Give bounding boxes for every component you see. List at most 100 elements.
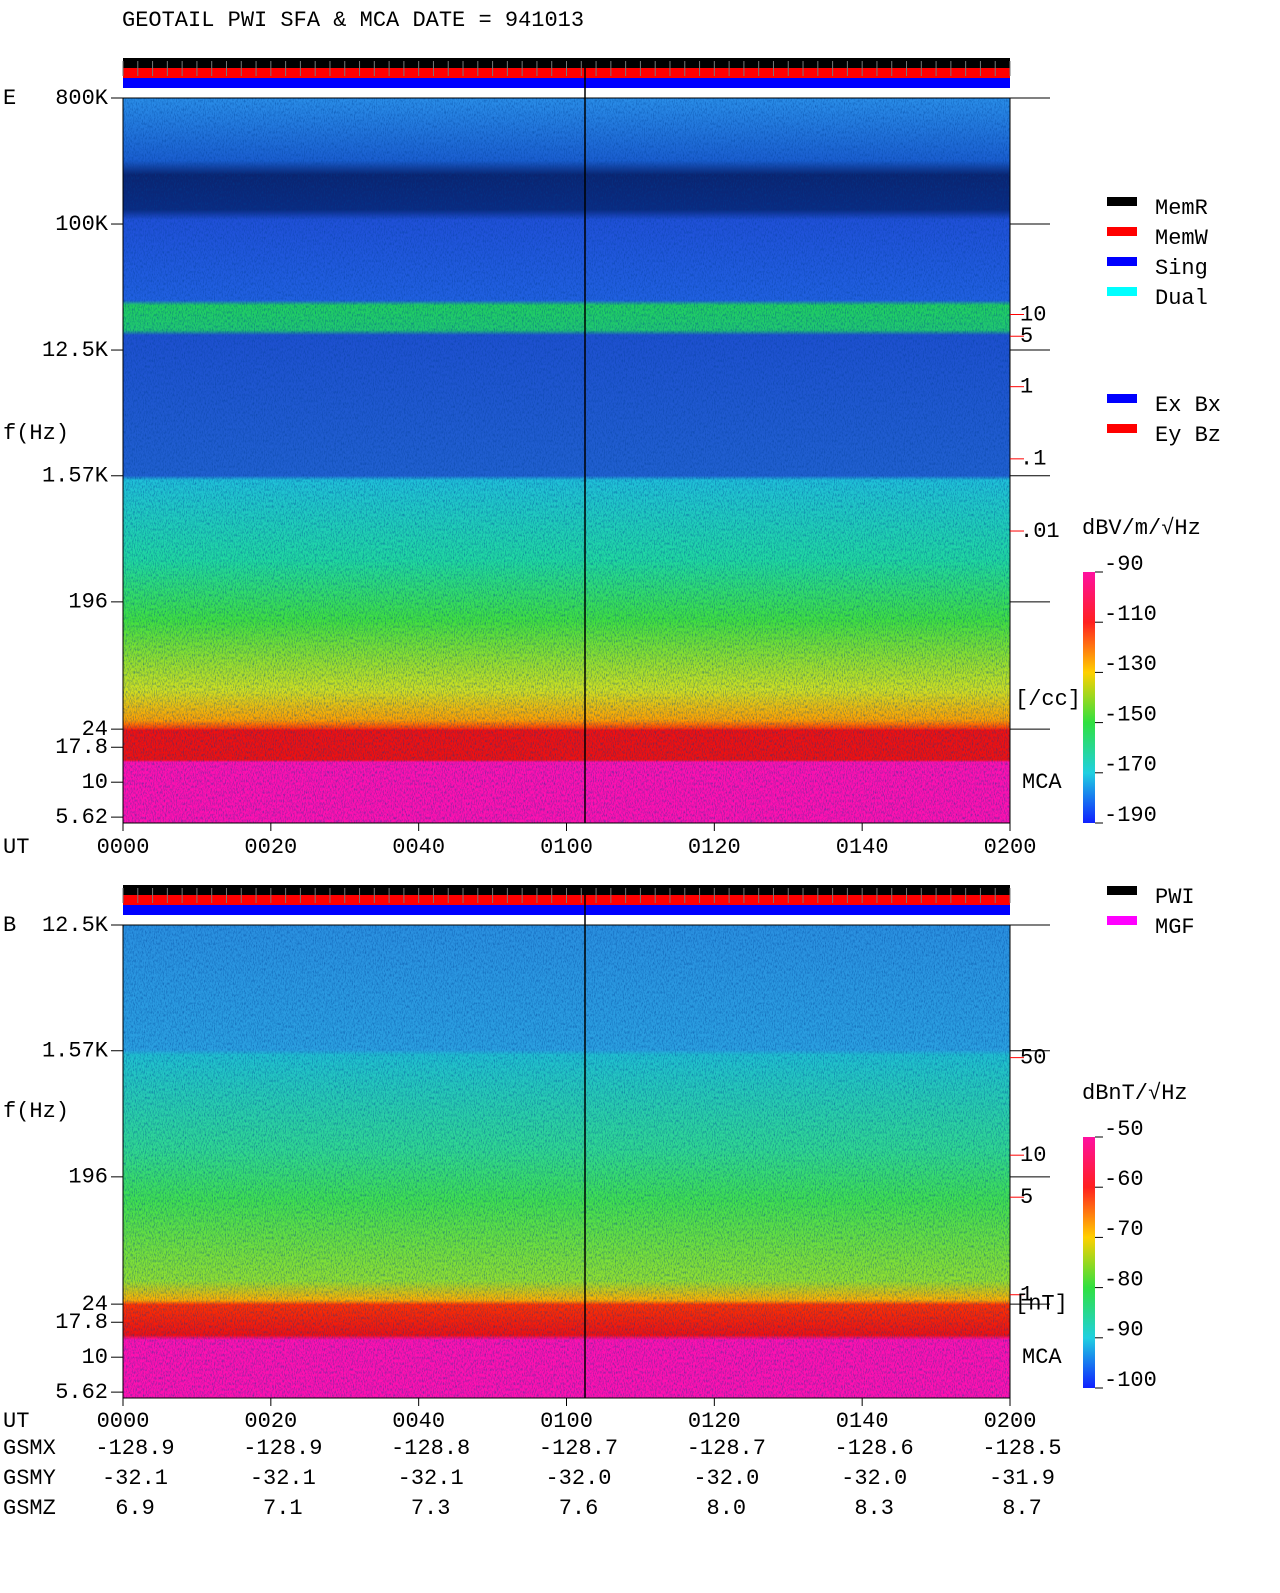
orbit-label: GSMY <box>3 1466 56 1491</box>
colorbar-tick-label: -90 <box>1104 1318 1144 1343</box>
x-tick-label: 0020 <box>244 835 297 860</box>
colorbar-tick-label: -70 <box>1104 1217 1144 1242</box>
y2-tick-label: 1 <box>1020 1283 1033 1308</box>
orbit-label: GSMZ <box>3 1496 56 1521</box>
x-tick-label: 0020 <box>244 1409 297 1434</box>
band-label: MCA <box>1022 1345 1062 1370</box>
orbit-value: -32.1 <box>250 1466 316 1491</box>
y2-tick-label: 5 <box>1020 1185 1033 1210</box>
y2-tick-label: 10 <box>1020 302 1046 327</box>
orbit-value: 7.1 <box>263 1496 303 1521</box>
legend-swatch <box>1107 287 1137 296</box>
legend-label: MGF <box>1155 915 1195 940</box>
orbit-value: -32.1 <box>398 1466 464 1491</box>
legend-swatch <box>1107 886 1137 895</box>
y2-tick-label: .1 <box>1020 447 1046 472</box>
x-axis-label: UT <box>3 1409 29 1434</box>
y-tick-label: 12.5K <box>42 338 109 363</box>
orbit-value: 8.0 <box>707 1496 747 1521</box>
y-tick-label: 10 <box>82 1345 108 1370</box>
y-tick-label: 5.62 <box>55 1380 108 1405</box>
orbit-value: -128.7 <box>687 1436 766 1461</box>
y2-tick-label: .01 <box>1020 519 1060 544</box>
orbit-value: 6.9 <box>115 1496 155 1521</box>
orbit-value: 7.3 <box>411 1496 451 1521</box>
legend-swatch <box>1107 257 1137 266</box>
colorbar-tick-label: -50 <box>1104 1117 1144 1142</box>
y-axis-label: f(Hz) <box>3 1099 69 1124</box>
y-tick-label: 100K <box>55 212 109 237</box>
y-tick-label: 24 <box>82 717 108 742</box>
legend-swatch <box>1107 424 1137 433</box>
y-tick-label: 10 <box>82 770 108 795</box>
x-axis-label: UT <box>3 835 29 860</box>
title: GEOTAIL PWI SFA & MCA DATE = 941013 <box>122 8 584 33</box>
legend-label: Sing <box>1155 256 1208 281</box>
legend-label: MemR <box>1155 196 1208 221</box>
orbit-value: -128.5 <box>982 1436 1061 1461</box>
y-tick-label: 1.57K <box>42 1039 109 1064</box>
band-label: MCA <box>1022 770 1062 795</box>
legend-swatch <box>1107 394 1137 403</box>
y2-axis-label: [/cc] <box>1015 687 1081 712</box>
legend-label: Ex Bx <box>1155 393 1221 418</box>
orbit-value: -32.0 <box>841 1466 907 1491</box>
x-tick-label: 0000 <box>97 835 150 860</box>
colorbar-tick-label: -100 <box>1104 1368 1157 1393</box>
legend-label: Dual <box>1155 286 1208 311</box>
orbit-value: -32.1 <box>102 1466 168 1491</box>
spectrogram-noise <box>123 98 1010 823</box>
x-tick-label: 0100 <box>540 835 593 860</box>
y2-tick-label: 10 <box>1020 1143 1046 1168</box>
legend-label: Ey Bz <box>1155 423 1221 448</box>
orbit-value: -128.7 <box>539 1436 618 1461</box>
y-tick-label: 5.62 <box>55 805 108 830</box>
y-tick-label: 17.8 <box>55 1310 108 1335</box>
y-tick-label: 17.8 <box>55 735 108 760</box>
y-tick-label: 196 <box>68 1165 108 1190</box>
x-tick-label: 0200 <box>984 1409 1037 1434</box>
colorbar-tick-label: -150 <box>1104 702 1157 727</box>
orbit-value: 7.6 <box>559 1496 599 1521</box>
y-tick-label: 24 <box>82 1292 108 1317</box>
y-tick-label: 12.5K <box>42 913 109 938</box>
orbit-value: -31.9 <box>989 1466 1055 1491</box>
status-bar <box>123 78 1010 88</box>
x-tick-label: 0040 <box>392 1409 445 1434</box>
colorbar-tick-label: -190 <box>1104 803 1157 828</box>
y-axis-label: f(Hz) <box>3 421 69 446</box>
colorbar <box>1083 572 1095 823</box>
y2-tick-label: 5 <box>1020 324 1033 349</box>
orbit-value: -128.9 <box>95 1436 174 1461</box>
y2-axis-label: [nT] <box>1015 1292 1068 1317</box>
x-tick-label: 0140 <box>836 835 889 860</box>
y-tick-label: 1.57K <box>42 464 109 489</box>
legend-swatch <box>1107 916 1137 925</box>
colorbar-label: dBV/m/√Hz <box>1082 516 1201 541</box>
x-tick-label: 0120 <box>688 1409 741 1434</box>
y2-tick-label: 50 <box>1020 1045 1046 1070</box>
y2-tick-label: 1 <box>1020 374 1033 399</box>
legend-swatch <box>1107 227 1137 236</box>
colorbar-tick-label: -80 <box>1104 1267 1144 1292</box>
colorbar-tick-label: -130 <box>1104 652 1157 677</box>
orbit-value: 8.3 <box>854 1496 894 1521</box>
colorbar <box>1083 1137 1095 1388</box>
orbit-value: -128.9 <box>243 1436 322 1461</box>
y-tick-label: 800K <box>55 86 109 111</box>
panel-label: E <box>3 86 16 111</box>
y-tick-label: 196 <box>68 590 108 615</box>
x-tick-label: 0100 <box>540 1409 593 1434</box>
colorbar-tick-label: -90 <box>1104 552 1144 577</box>
x-tick-label: 0200 <box>984 835 1037 860</box>
colorbar-tick-label: -170 <box>1104 753 1157 778</box>
legend-label: PWI <box>1155 885 1195 910</box>
orbit-value: -128.6 <box>835 1436 914 1461</box>
colorbar-tick-label: -110 <box>1104 602 1157 627</box>
panel-label: B <box>3 913 16 938</box>
x-tick-label: 0040 <box>392 835 445 860</box>
colorbar-tick-label: -60 <box>1104 1167 1144 1192</box>
orbit-value: -32.0 <box>545 1466 611 1491</box>
legend-swatch <box>1107 197 1137 206</box>
